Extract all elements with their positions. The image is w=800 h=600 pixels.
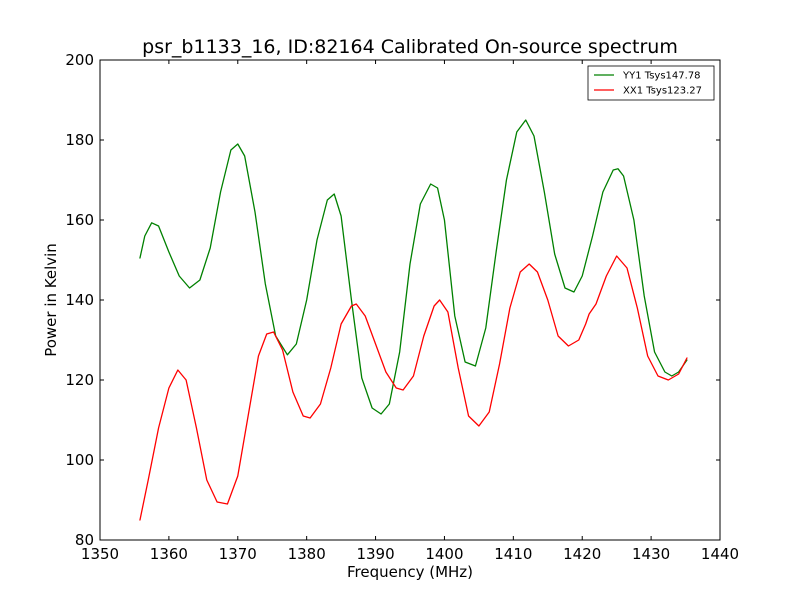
x-tick-label: 1370	[219, 545, 257, 563]
y-tick-label: 140	[65, 291, 94, 309]
x-tick-label: 1360	[150, 545, 188, 563]
legend-label-1: YY1 Tsys147.78	[622, 71, 701, 82]
x-tick-label: 1400	[425, 545, 463, 563]
y-axis-label: Power in Kelvin	[42, 243, 60, 357]
y-tick-label: 120	[65, 371, 94, 389]
y-tick-label: 200	[65, 51, 94, 69]
x-tick-label: 1390	[356, 545, 394, 563]
y-tick-label: 80	[75, 531, 94, 549]
legend-box	[587, 65, 715, 101]
series-line-2	[139, 255, 688, 521]
chart-title: psr_b1133_16, ID:82164 Calibrated On-sou…	[142, 36, 678, 58]
series-line-1	[139, 119, 688, 415]
x-tick-label: 1430	[632, 545, 670, 563]
x-tick-label: 1410	[494, 545, 532, 563]
x-axis-label: Frequency (MHz)	[347, 563, 473, 581]
y-tick-label: 160	[65, 211, 94, 229]
plot-area: 1350 1360 1370 1380 1390 1400 1410 1420 1430 1440…	[65, 51, 739, 563]
y-tick-label: 100	[65, 451, 94, 469]
legend-label-2: XX1 Tsys123.27	[623, 86, 702, 97]
legend: YY1 Tsys147.78 XX1 Tsys123.27	[587, 65, 715, 101]
y-tick-label: 180	[65, 131, 94, 149]
x-tick-label: 1380	[288, 545, 326, 563]
x-tick-label: 1350	[81, 545, 119, 563]
x-tick-label: 1420	[563, 545, 601, 563]
x-tick-label: 1440	[701, 545, 739, 563]
